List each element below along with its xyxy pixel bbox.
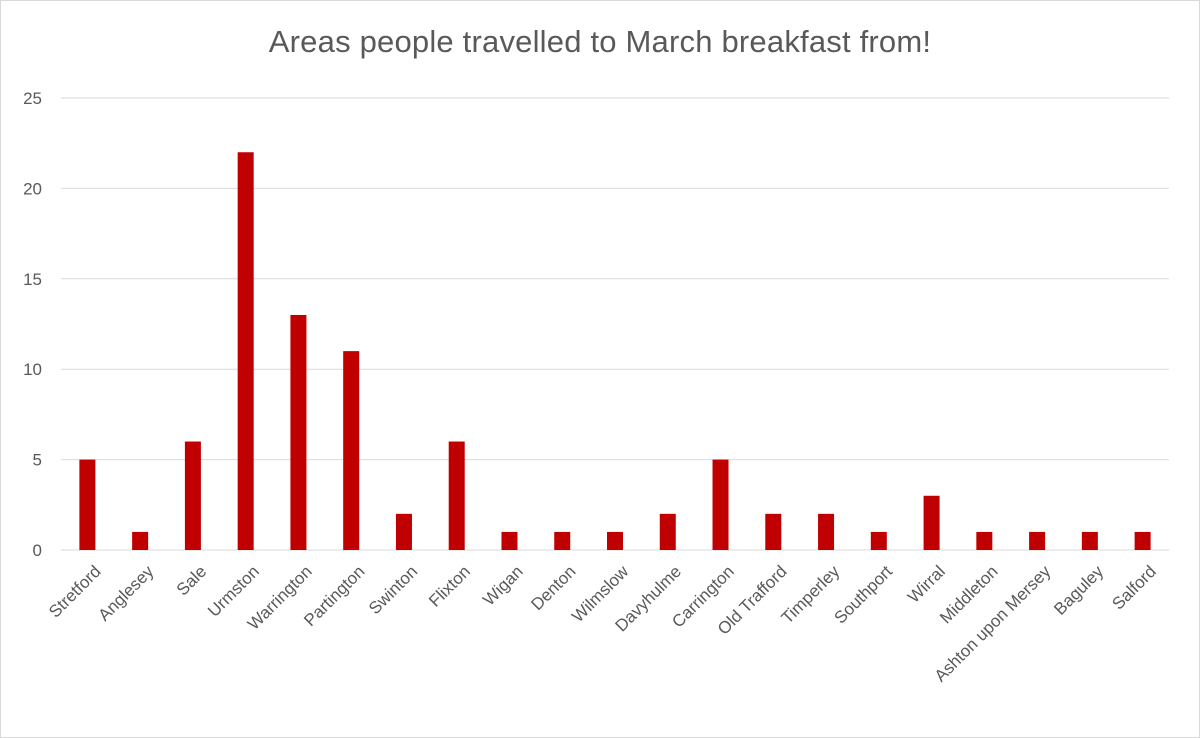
bar-wigan bbox=[501, 531, 518, 550]
bar-carrington bbox=[712, 459, 729, 550]
bar-partington bbox=[343, 351, 360, 550]
x-category-label: Wigan bbox=[479, 562, 527, 610]
x-category-label: Salford bbox=[1108, 562, 1160, 614]
bar-southport bbox=[870, 531, 887, 550]
y-tick-label: 5 bbox=[33, 451, 42, 470]
bar-anglesey bbox=[132, 531, 149, 550]
x-category-label: Flixton bbox=[425, 562, 474, 611]
bar-wilmslow bbox=[607, 531, 623, 550]
x-category-label: Wirral bbox=[904, 562, 949, 607]
bar-baguley bbox=[1081, 531, 1098, 550]
x-category-label: Denton bbox=[527, 562, 579, 614]
y-tick-label: 25 bbox=[23, 89, 42, 108]
bar-sale bbox=[184, 441, 201, 550]
bar-wirral bbox=[923, 495, 940, 550]
bar-stretford bbox=[79, 459, 96, 550]
bar-denton bbox=[554, 531, 571, 550]
y-tick-label: 15 bbox=[23, 270, 42, 289]
bars bbox=[79, 152, 1151, 551]
bar-flixton bbox=[448, 441, 465, 550]
bar-davyhulme bbox=[659, 513, 676, 550]
y-tick-label: 0 bbox=[33, 541, 42, 560]
bar-middleton bbox=[976, 531, 993, 550]
y-tick-label: 20 bbox=[23, 179, 42, 198]
y-axis-ticks: 0 5 10 15 20 25 bbox=[23, 89, 42, 560]
bar-urmston bbox=[237, 152, 254, 551]
x-category-label: Swinton bbox=[365, 562, 421, 618]
x-category-label: Baguley bbox=[1050, 562, 1107, 619]
bar-ashton-upon-mersey bbox=[1029, 531, 1046, 550]
chart-title: Areas people travelled to March breakfas… bbox=[268, 24, 932, 59]
bar-warrington bbox=[290, 314, 307, 550]
x-category-label: Anglesey bbox=[95, 562, 158, 625]
bar-old-trafford bbox=[765, 513, 782, 550]
bar-timperley bbox=[818, 513, 835, 550]
gridlines bbox=[61, 97, 1169, 551]
y-tick-label: 10 bbox=[23, 360, 42, 379]
bar-salford bbox=[1134, 531, 1151, 550]
x-category-label: Sale bbox=[173, 562, 210, 599]
bar-swinton bbox=[395, 513, 412, 550]
x-category-label: Southport bbox=[831, 562, 897, 628]
